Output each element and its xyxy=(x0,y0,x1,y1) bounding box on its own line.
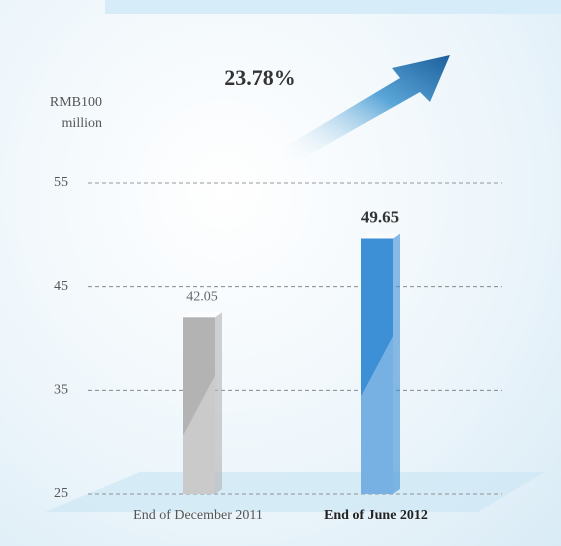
value-label: 49.65 xyxy=(361,207,399,226)
y-tick-label: 45 xyxy=(54,279,68,294)
annotation: 23.78% xyxy=(224,65,296,90)
bar xyxy=(361,238,393,494)
bar-shine xyxy=(361,336,393,494)
growth-arrow xyxy=(280,55,450,160)
top-band xyxy=(105,0,561,14)
bar-shine xyxy=(183,375,215,494)
bar-side xyxy=(215,312,222,494)
bar-top xyxy=(361,233,400,239)
y-tick-label: 35 xyxy=(54,383,68,398)
x-tick-label: End of June 2012 xyxy=(324,508,428,523)
bar-top xyxy=(183,312,222,318)
platform xyxy=(45,472,545,512)
x-tick-label: End of December 2011 xyxy=(133,508,263,523)
y-axis-label: RMB100 million xyxy=(49,95,102,131)
value-label: 42.05 xyxy=(186,289,218,304)
bar xyxy=(183,317,215,494)
bar-side xyxy=(393,233,400,494)
y-tick-label: 25 xyxy=(54,486,68,501)
y-tick-label: 55 xyxy=(54,175,68,190)
